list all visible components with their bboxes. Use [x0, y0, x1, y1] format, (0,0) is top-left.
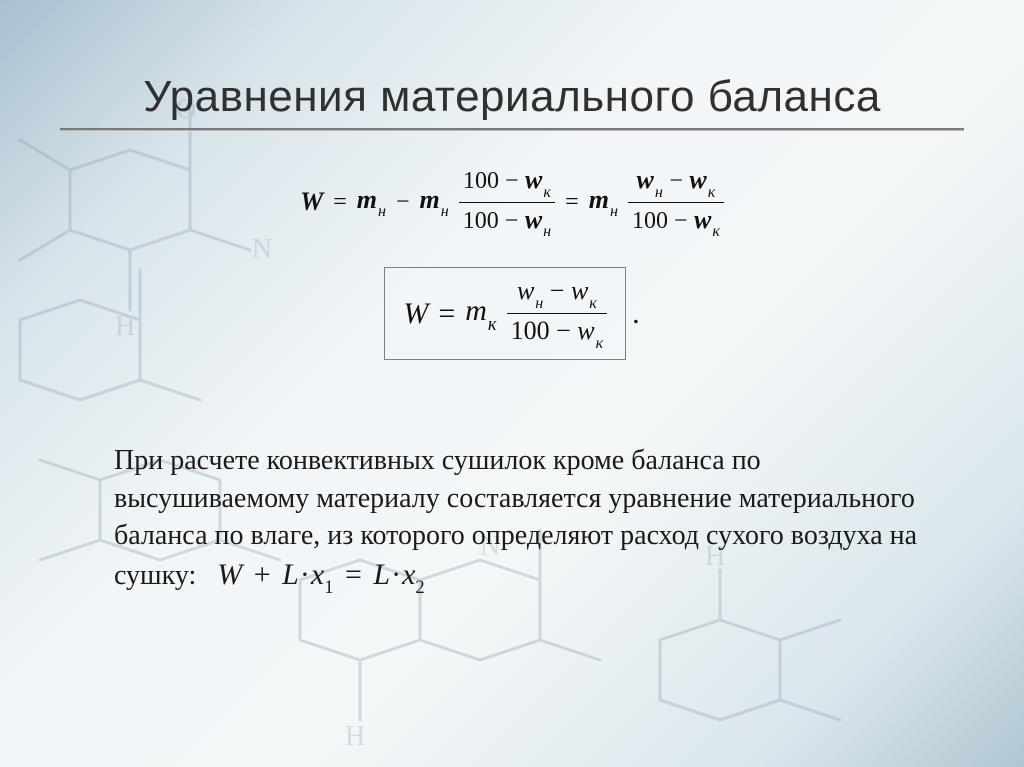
eq3-W: W	[217, 558, 242, 591]
eq1-f2-den-100: 100 −	[632, 208, 688, 234]
eq3-x1: x	[311, 558, 324, 591]
equation-3: W + L·x1 = L·x2	[217, 558, 424, 591]
eq1-f2-den-sub: к	[712, 223, 720, 240]
eq2-m-sub: к	[488, 314, 497, 335]
eq3-sub1: 1	[324, 577, 333, 598]
eq2-m: m	[465, 294, 487, 327]
eq3-equals: =	[341, 558, 366, 591]
eq1-f2-num-s1: н	[655, 184, 663, 201]
eq3-L1: L	[282, 558, 299, 591]
slide: O N H N H H Уравнения материального бала…	[0, 0, 1024, 767]
eq2-num-minus: −	[550, 276, 565, 305]
eq3-x2: x	[402, 558, 415, 591]
eq1-W: W	[300, 187, 323, 216]
eq1-f1-num-w: w	[525, 165, 542, 194]
eq2-equals: =	[438, 299, 455, 329]
content-area: Уравнения материального баланса W = mн −…	[0, 0, 1024, 598]
eq3-plus: +	[250, 558, 275, 591]
eq2-num-s2: к	[589, 295, 597, 312]
eq2-num-w1: w	[517, 276, 534, 305]
eq1-m1: m	[357, 185, 377, 214]
eq1-equals-2: =	[565, 190, 579, 214]
eq1-m3-sub: н	[610, 203, 618, 220]
eq1-f1-den-100: 100 −	[463, 208, 519, 234]
eq3-dot1: ·	[299, 558, 311, 591]
eq1-f2-num-w2: w	[689, 165, 706, 194]
eq1-f1-num-100: 100 −	[463, 168, 519, 194]
equation-2-block: W = mк wн − wк 100 − wк .	[60, 239, 964, 359]
eq2-den-100: 100 −	[511, 316, 571, 345]
eq1-frac2: wн − wк 100 − wк	[628, 165, 724, 239]
eq1-f2-num-w1: w	[637, 165, 654, 194]
eq3-sub2: 2	[415, 577, 424, 598]
equation-1: W = mн − mн 100 − wк 100 − wн = mн wн − …	[60, 165, 964, 239]
eq2-num-s1: н	[535, 295, 543, 312]
title-underline	[60, 128, 964, 131]
eq1-f2-den-w: w	[694, 205, 711, 234]
eq1-m1-sub: н	[378, 203, 386, 220]
eq2-frac: wн − wк 100 − wк	[507, 276, 608, 350]
eq1-m2: m	[420, 185, 440, 214]
eq2-num-w2: w	[571, 276, 588, 305]
eq1-frac1: 100 − wк 100 − wн	[459, 165, 555, 239]
eq1-equals-1: =	[333, 190, 347, 214]
eq1-f1-num-sub: к	[543, 184, 551, 201]
eq3-dot2: ·	[390, 558, 402, 591]
eq2-den-sub: к	[596, 335, 604, 352]
eq2-W: W	[403, 299, 428, 329]
eq1-f1-den-sub: н	[543, 223, 551, 240]
svg-text:H: H	[345, 721, 365, 752]
eq2-den-w: w	[577, 316, 594, 345]
slide-title: Уравнения материального баланса	[60, 72, 964, 122]
eq1-m3: m	[589, 185, 609, 214]
eq2-period: .	[632, 297, 640, 330]
eq1-f1-den-w: w	[525, 205, 542, 234]
eq1-m2-sub: н	[441, 203, 449, 220]
eq1-f2-num-minus: −	[669, 168, 683, 194]
eq1-f2-num-s2: к	[708, 184, 716, 201]
eq1-minus-1: −	[396, 190, 410, 214]
eq3-L2: L	[373, 558, 390, 591]
paragraph: При расчете конвективных сушилок кроме б…	[60, 442, 964, 598]
equation-2-box: W = mк wн − wк 100 − wк	[384, 267, 626, 359]
